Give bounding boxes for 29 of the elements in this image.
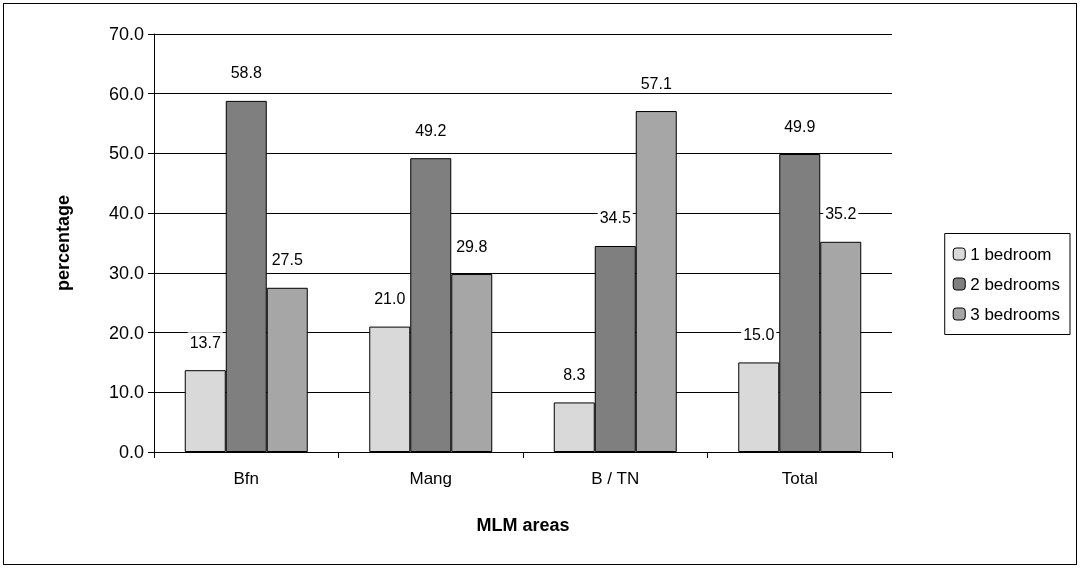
data-label: 34.5: [599, 209, 631, 227]
x-tick-label: Total: [781, 469, 818, 488]
y-axis-title: percentage: [53, 194, 73, 292]
y-tick-label: 70.0: [108, 24, 144, 44]
data-label: 49.9: [784, 117, 816, 135]
y-tick-label: 50.0: [108, 143, 144, 164]
data-label: 13.7: [189, 333, 221, 351]
data-label: 35.2: [825, 205, 857, 223]
y-tick-label: 30.0: [108, 262, 144, 283]
data-label: 27.5: [271, 251, 303, 269]
y-tick-label: 60.0: [108, 83, 144, 104]
y-tick-label: 40.0: [108, 203, 144, 224]
legend-label: 1 bedroom: [970, 244, 1052, 264]
x-tick-label: Mang: [409, 469, 453, 488]
data-label: 49.2: [415, 121, 447, 139]
legend-label: 2 bedrooms: [970, 274, 1061, 294]
y-tick-label: 0.0: [118, 442, 144, 462]
y-tick-label: 20.0: [108, 322, 144, 343]
data-label: 15.0: [743, 325, 775, 343]
y-tick-label: 10.0: [108, 382, 144, 403]
x-axis-title: MLM areas: [476, 515, 570, 535]
x-tick-label: Bfn: [233, 469, 260, 488]
data-label: 57.1: [640, 74, 672, 92]
legend-label: 3 bedrooms: [970, 304, 1061, 324]
data-label: 29.8: [456, 237, 488, 255]
data-label: 58.8: [230, 64, 262, 82]
x-tick-label: B / TN: [591, 469, 640, 488]
data-label: 8.3: [563, 365, 586, 383]
data-label: 21.0: [374, 290, 406, 308]
